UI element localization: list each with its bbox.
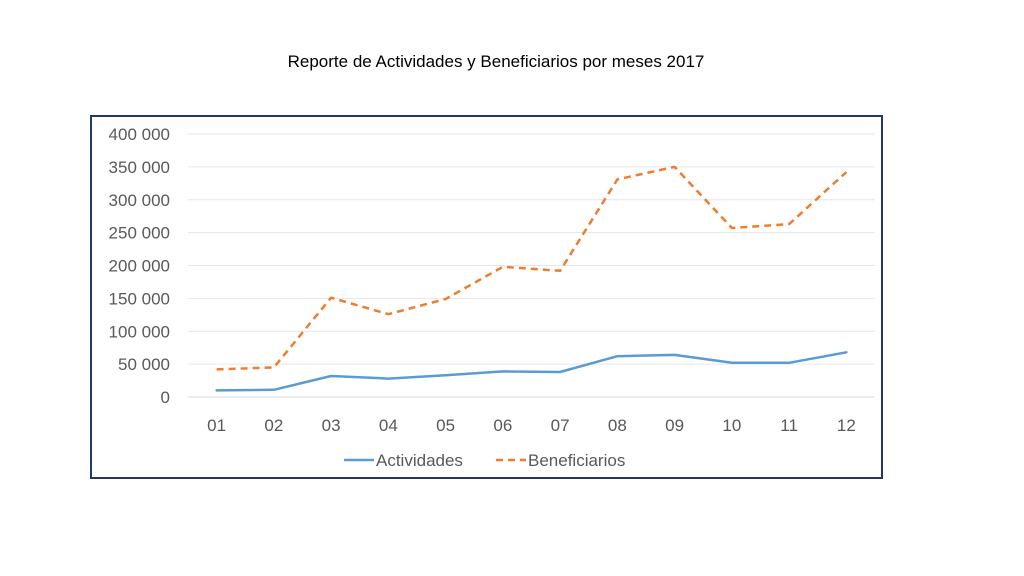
x-tick-label: 05 [436,416,455,435]
series-line-actividades [215,351,848,392]
y-tick-label: 250 000 [109,224,170,243]
line-chart: 0 50 000 100 000 150 000 200 000 250 000 300 0… [109,125,875,470]
x-tick-label: 12 [837,416,856,435]
chart-frame: 0 50 000 100 000 150 000 200 000 250 000 300 0… [90,115,883,479]
y-tick-label: 100 000 [109,322,170,341]
series-lines [215,165,848,392]
x-tick-label: 02 [264,416,283,435]
x-tick-label: 01 [207,416,226,435]
x-tick-label: 06 [493,416,512,435]
y-axis-ticks: 0 50 000 100 000 150 000 200 000 250 000 300 0… [109,125,170,407]
series-line-beneficiarios [216,165,848,371]
y-tick-label: 300 000 [109,191,170,210]
x-tick-label: 11 [780,416,798,435]
legend: Actividades Beneficiarios [344,451,625,470]
y-tick-label: 150 000 [109,289,170,308]
x-tick-label: 08 [608,416,627,435]
x-axis-ticks: 01 02 03 04 05 06 07 08 09 10 11 12 [207,416,856,435]
x-tick-label: 10 [722,416,741,435]
y-tick-label: 400 000 [109,125,170,144]
legend-label: Actividades [376,451,463,470]
y-tick-label: 200 000 [109,257,170,276]
x-tick-label: 07 [551,416,570,435]
grid-lines [188,133,875,398]
y-tick-label: 0 [161,388,170,407]
x-tick-label: 04 [379,416,398,435]
y-tick-label: 350 000 [109,158,170,177]
legend-label: Beneficiarios [528,451,625,470]
x-tick-label: 09 [665,416,684,435]
y-tick-label: 50 000 [118,355,170,374]
chart-title: Reporte de Actividades y Beneficiarios p… [287,52,705,71]
x-tick-label: 03 [322,416,341,435]
